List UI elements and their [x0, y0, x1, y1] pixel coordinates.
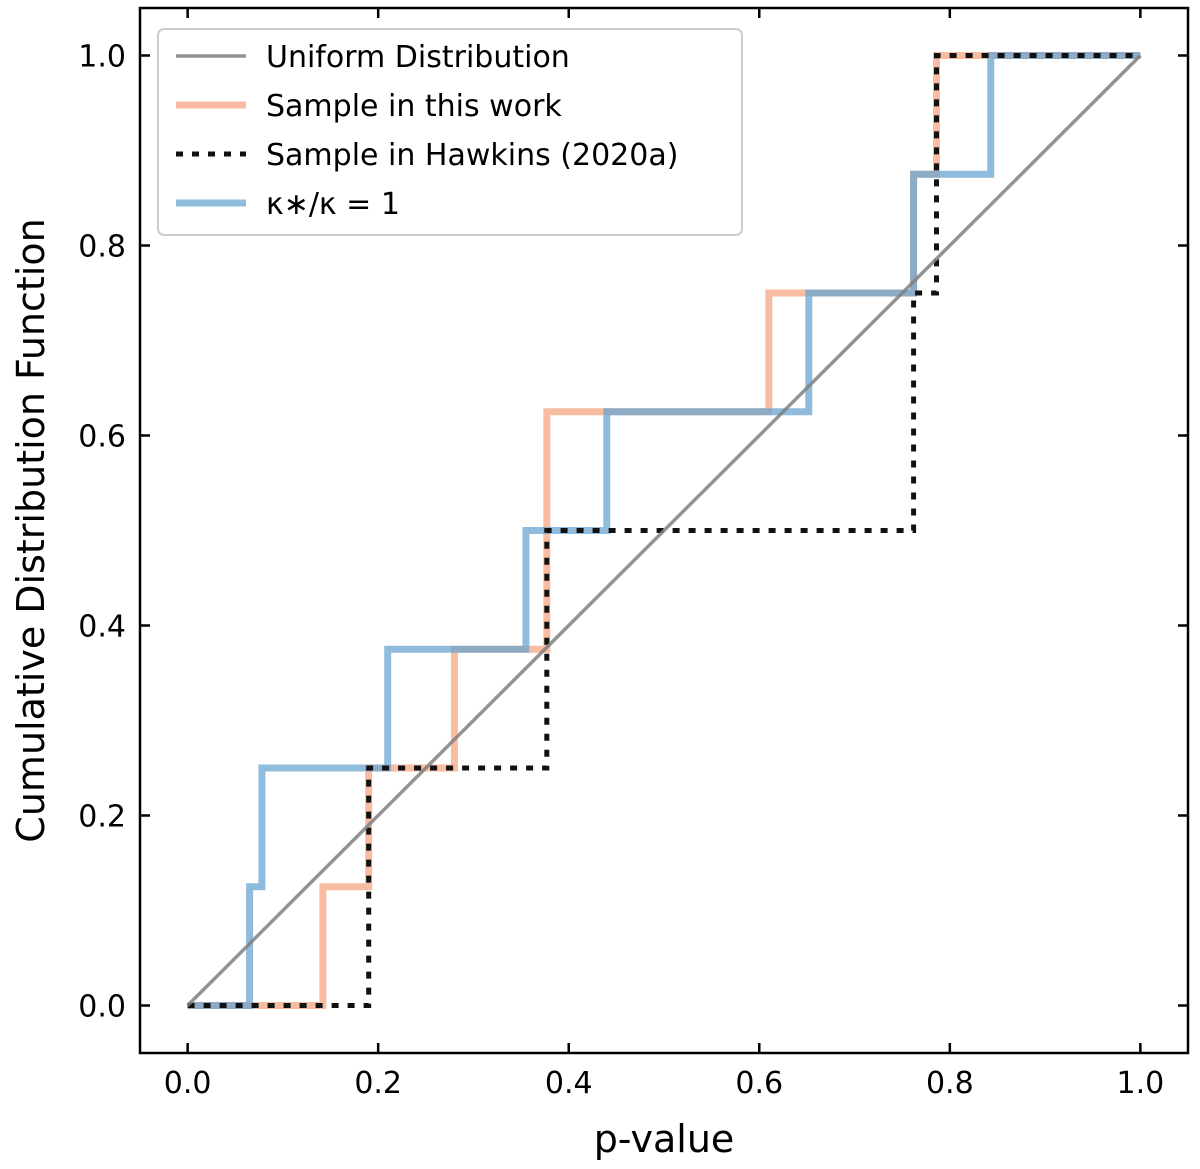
plot-area-frame [138, 6, 1190, 1055]
y-tick-label: 0.4 [78, 610, 126, 645]
legend: Uniform Distribution Sample in this work S… [157, 28, 743, 236]
x-tick-label: 0.0 [164, 1066, 212, 1101]
series-line-0 [186, 54, 1142, 1007]
y-tick-label: 0.6 [78, 420, 126, 455]
legend-box [157, 28, 743, 236]
y-tick-label: 0.2 [78, 800, 126, 835]
y-tick-label: 0.8 [78, 230, 126, 265]
legend-label-0: Uniform Distribution [266, 40, 570, 75]
legend-label-1: Sample in this work [266, 89, 562, 124]
x-tick-label: 0.4 [545, 1066, 593, 1101]
y-tick-label: 0.0 [78, 990, 126, 1025]
x-tick-label: 1.0 [1117, 1066, 1165, 1101]
legend-label-2: Sample in Hawkins (2020a) [266, 138, 678, 173]
y-axis-label: Cumulative Distribution Function [9, 218, 53, 842]
y-tick-label: 1.0 [78, 40, 126, 75]
legend-label-3: κ∗/κ = 1 [266, 187, 400, 222]
x-tick-label: 0.2 [354, 1066, 402, 1101]
x-tick-label: 0.8 [926, 1066, 974, 1101]
axis-ticks: 0.0 0.2 0.4 0.6 0.8 1.0 0.0 0.2 0.4 0.6 0.8 1.0 [78, 8, 1188, 1101]
x-tick-label: 0.6 [735, 1066, 783, 1101]
series-layer [186, 52, 1142, 1009]
x-axis-label: p-value [594, 1117, 735, 1161]
